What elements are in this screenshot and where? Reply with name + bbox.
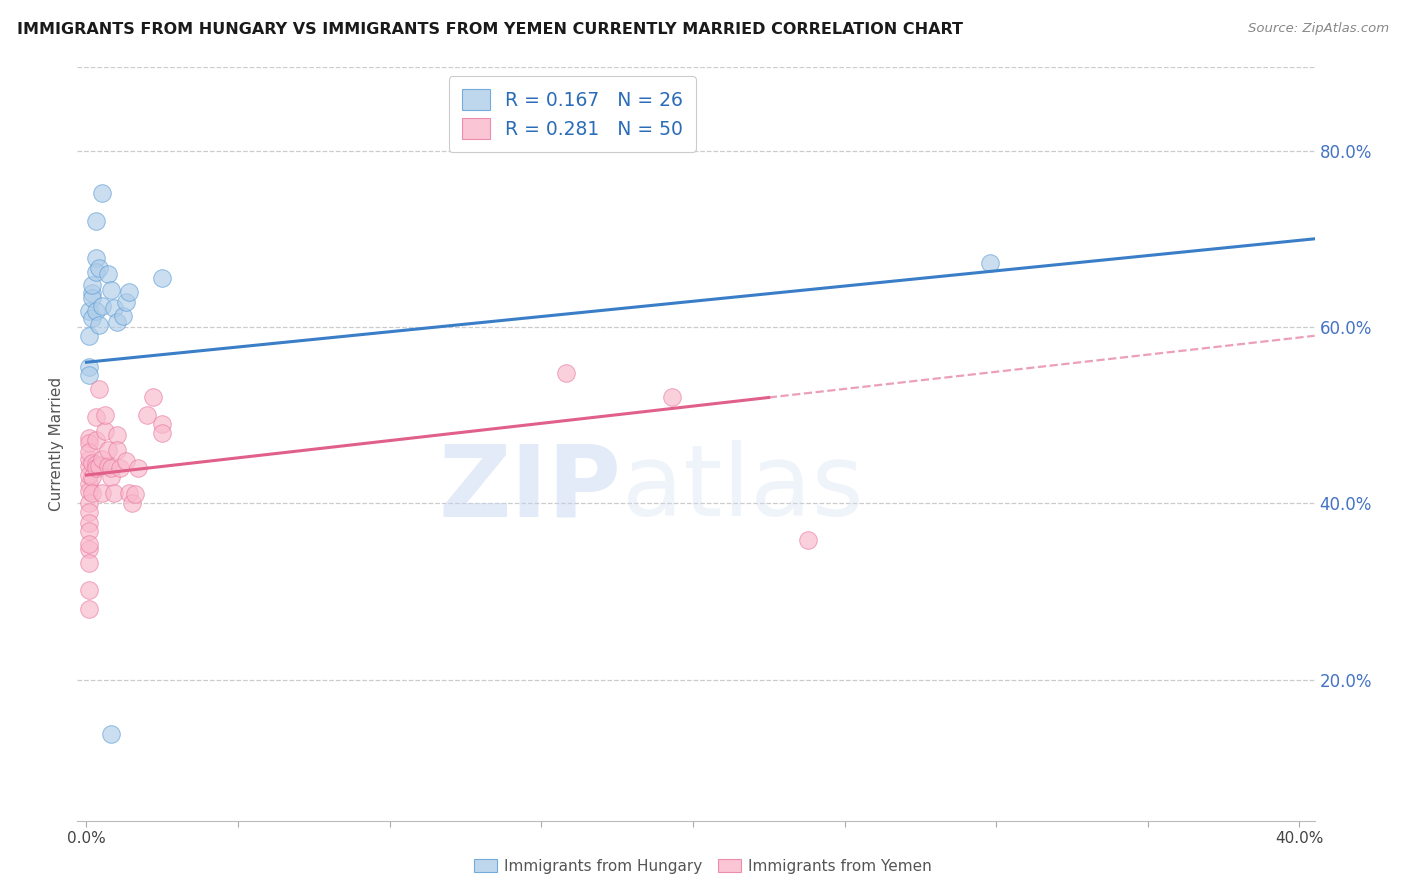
Y-axis label: Currently Married: Currently Married [49, 376, 65, 511]
Point [82, 470, 104, 484]
Point [150, 417, 173, 431]
Point [79, 516, 101, 530]
Point [82, 291, 104, 305]
Point [79, 483, 101, 498]
Point [79, 496, 101, 510]
Point [90, 299, 112, 313]
Point [79, 459, 101, 474]
Point [118, 285, 141, 299]
Point [84, 457, 107, 471]
Point [124, 487, 146, 501]
Point [84, 214, 107, 228]
Point [105, 443, 128, 458]
Point [97, 443, 120, 458]
Point [93, 408, 115, 422]
Text: IMMIGRANTS FROM HUNGARY VS IMMIGRANTS FROM YEMEN CURRENTLY MARRIED CORRELATION C: IMMIGRANTS FROM HUNGARY VS IMMIGRANTS FR… [17, 22, 963, 37]
Point [79, 368, 101, 383]
Point [100, 470, 122, 484]
Point [79, 582, 101, 597]
Point [79, 452, 101, 467]
Point [82, 286, 104, 301]
Point [115, 295, 138, 310]
Point [79, 537, 101, 551]
Point [127, 461, 149, 475]
Point [97, 459, 120, 474]
Point [84, 265, 107, 279]
Point [79, 505, 101, 519]
Point [84, 251, 107, 265]
Point [79, 359, 101, 374]
Point [79, 445, 101, 459]
Point [121, 496, 143, 510]
Text: Source: ZipAtlas.com: Source: ZipAtlas.com [1249, 22, 1389, 36]
Point [150, 425, 173, 440]
Point [100, 727, 122, 741]
Point [797, 533, 820, 548]
Point [82, 311, 104, 326]
Point [97, 267, 120, 281]
Point [79, 556, 101, 570]
Point [115, 454, 138, 468]
Point [142, 391, 165, 405]
Point [93, 424, 115, 438]
Text: ZIP: ZIP [439, 441, 621, 538]
Point [105, 315, 128, 329]
Point [79, 468, 101, 483]
Text: atlas: atlas [621, 441, 863, 538]
Point [82, 456, 104, 470]
Point [150, 270, 173, 285]
Point [661, 391, 683, 405]
Point [979, 256, 1001, 270]
Point [105, 427, 128, 442]
Point [90, 186, 112, 200]
Point [84, 461, 107, 475]
Point [84, 409, 107, 424]
Point [103, 301, 125, 315]
Point [82, 277, 104, 292]
Point [87, 260, 110, 275]
Point [79, 328, 101, 343]
Point [82, 485, 104, 500]
Point [136, 408, 159, 422]
Point [87, 459, 110, 474]
Point [84, 304, 107, 318]
Point [111, 310, 134, 324]
Legend: R = 0.167   N = 26, R = 0.281   N = 50: R = 0.167 N = 26, R = 0.281 N = 50 [449, 77, 696, 152]
Point [79, 436, 101, 450]
Point [118, 485, 141, 500]
Point [103, 485, 125, 500]
Point [87, 318, 110, 333]
Point [79, 602, 101, 616]
Point [90, 452, 112, 467]
Point [79, 304, 101, 318]
Point [87, 382, 110, 396]
Point [90, 485, 112, 500]
Point [79, 431, 101, 445]
Point [79, 476, 101, 491]
Point [100, 461, 122, 475]
Legend: Immigrants from Hungary, Immigrants from Yemen: Immigrants from Hungary, Immigrants from… [468, 853, 938, 880]
Point [100, 283, 122, 297]
Point [79, 542, 101, 557]
Point [108, 461, 131, 475]
Point [84, 433, 107, 447]
Point [79, 524, 101, 539]
Point [554, 366, 576, 380]
